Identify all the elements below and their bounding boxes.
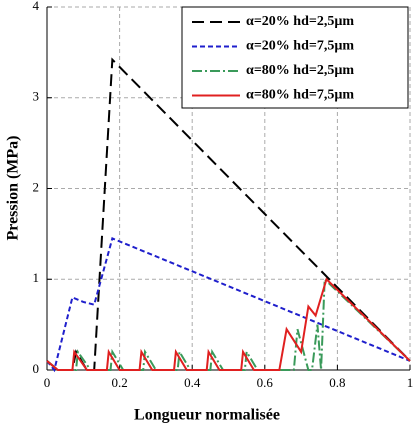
y-tick-label: 2 (33, 179, 40, 194)
legend-box (181, 6, 409, 109)
y-tick-label: 0 (33, 361, 40, 376)
series-line (46, 277, 411, 371)
legend-label: α=20% hd=2,5µm (246, 14, 354, 29)
series-line (46, 276, 411, 371)
x-axis-label: Longueur normalisée (134, 407, 280, 424)
x-tick-label: 0.6 (257, 375, 274, 390)
legend-label: α=80% hd=7,5µm (246, 88, 354, 103)
legend-label: α=20% hd=7,5µm (246, 39, 354, 54)
x-tick-label: 0 (44, 375, 51, 390)
y-tick-label: 3 (33, 89, 40, 104)
y-axis-label: Pression (MPa) (5, 135, 22, 240)
series-line (46, 237, 411, 373)
x-tick-label: 1 (407, 375, 414, 390)
y-tick-label: 1 (33, 270, 40, 285)
y-tick-label: 4 (33, 0, 40, 13)
x-tick-label: 0.8 (329, 375, 345, 390)
x-tick-label: 0.4 (184, 375, 201, 390)
legend-label: α=80% hd=2,5µm (246, 63, 354, 78)
x-tick-label: 0.2 (111, 375, 127, 390)
